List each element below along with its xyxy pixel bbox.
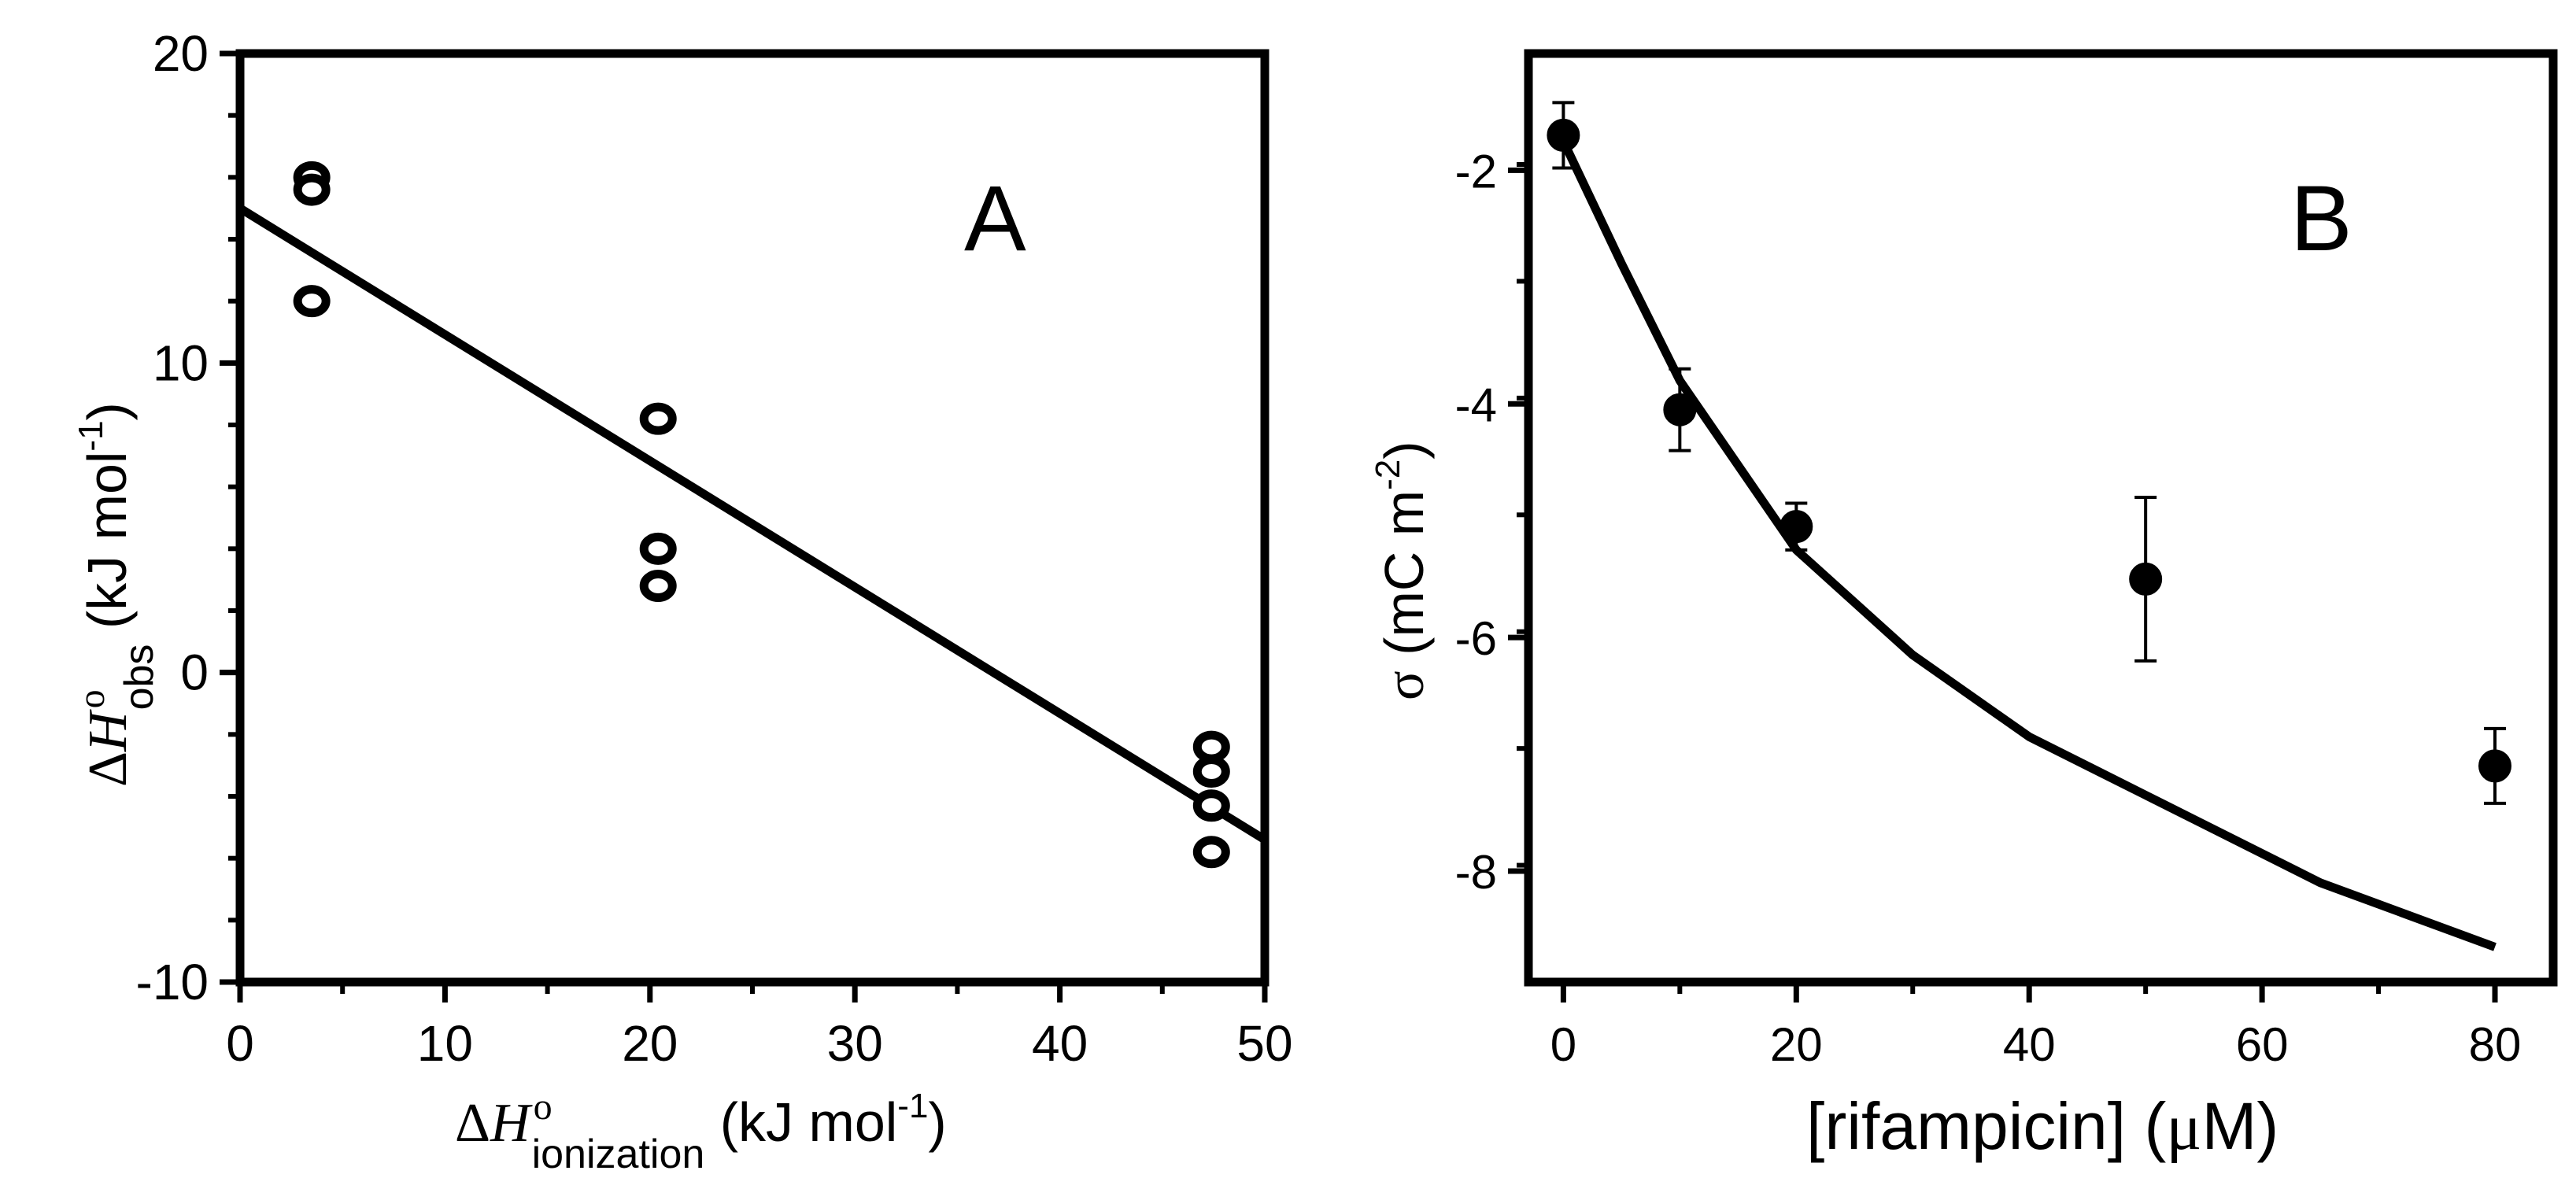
y-tick-label: -2 xyxy=(1455,145,1497,198)
x-tick-label: 0 xyxy=(1550,1018,1576,1071)
panel-a-data-points xyxy=(293,161,1230,869)
panel-b-data-points xyxy=(1547,118,2512,783)
x-tick-label: 0 xyxy=(226,1015,254,1072)
data-point-filled-circle xyxy=(2478,749,2512,783)
y-tick-label: -10 xyxy=(136,954,209,1010)
panel-b-fit-line xyxy=(1559,138,2497,951)
x-tick-label: 40 xyxy=(2003,1018,2056,1071)
panel-b-tick-labels: 0 20 40 60 80 -8 -6 -4 -2 xyxy=(1455,145,2522,1071)
data-point-open-circle xyxy=(1192,755,1230,788)
panel-b-x-axis-label: [rifampicin] (μM) xyxy=(1806,1089,2278,1164)
data-point-filled-circle xyxy=(2129,562,2163,596)
panel-a-y-axis-label: ΔHoobs (kJ mol-1) xyxy=(71,402,162,787)
panel-a-ticks xyxy=(220,50,1268,1003)
panel-a-plot-frame xyxy=(235,49,1270,987)
y-tick-label: -4 xyxy=(1455,378,1497,431)
data-point-open-circle xyxy=(639,570,677,603)
data-point-open-circle xyxy=(639,402,677,435)
panel-a-x-axis-label: ΔHo ionization (kJ mol-1) xyxy=(455,1086,947,1177)
panel-b-y-axis-label: σ (mC m-2) xyxy=(1369,441,1436,700)
data-point-open-circle xyxy=(1192,730,1230,763)
data-point-open-circle xyxy=(293,285,331,318)
data-point-filled-circle xyxy=(1663,393,1697,426)
y-tick-label: 20 xyxy=(153,25,209,82)
data-point-open-circle xyxy=(293,173,331,206)
panel-a-fit-line xyxy=(238,205,1267,844)
x-tick-label: 30 xyxy=(827,1015,883,1072)
panel-a: 0 10 20 30 40 50 -10 0 10 20 A ΔHo ionization (kJ … xyxy=(71,25,1293,1177)
x-tick-label: 50 xyxy=(1236,1015,1292,1072)
y-tick-label: -8 xyxy=(1455,846,1497,899)
y-tick-label: 10 xyxy=(153,334,209,391)
data-point-open-circle xyxy=(639,532,677,565)
data-point-open-circle xyxy=(1192,789,1230,822)
y-tick-label: 0 xyxy=(180,644,209,701)
x-tick-label: 20 xyxy=(1770,1018,1823,1071)
x-tick-label: 80 xyxy=(2469,1018,2522,1071)
panel-a-tick-labels: 0 10 20 30 40 50 -10 0 10 20 xyxy=(136,25,1293,1072)
panel-b: 0 20 40 60 80 -8 -6 -4 -2 B [rifampicin] (μM) σ … xyxy=(1369,49,2558,1164)
panel-a-label: A xyxy=(964,167,1026,271)
panel-b-plot-frame xyxy=(1524,49,2558,987)
x-tick-label: 20 xyxy=(622,1015,678,1072)
x-tick-label: 10 xyxy=(417,1015,473,1072)
panel-b-error-bars xyxy=(1552,101,2507,805)
x-tick-label: 40 xyxy=(1032,1015,1088,1072)
panel-b-label: B xyxy=(2290,167,2352,271)
data-point-filled-circle xyxy=(1547,118,1580,152)
data-point-open-circle xyxy=(1192,836,1230,869)
y-tick-label: -6 xyxy=(1455,612,1497,665)
data-point-filled-circle xyxy=(1780,510,1813,544)
x-tick-label: 60 xyxy=(2236,1018,2289,1071)
panel-b-ticks xyxy=(1508,162,2498,1003)
